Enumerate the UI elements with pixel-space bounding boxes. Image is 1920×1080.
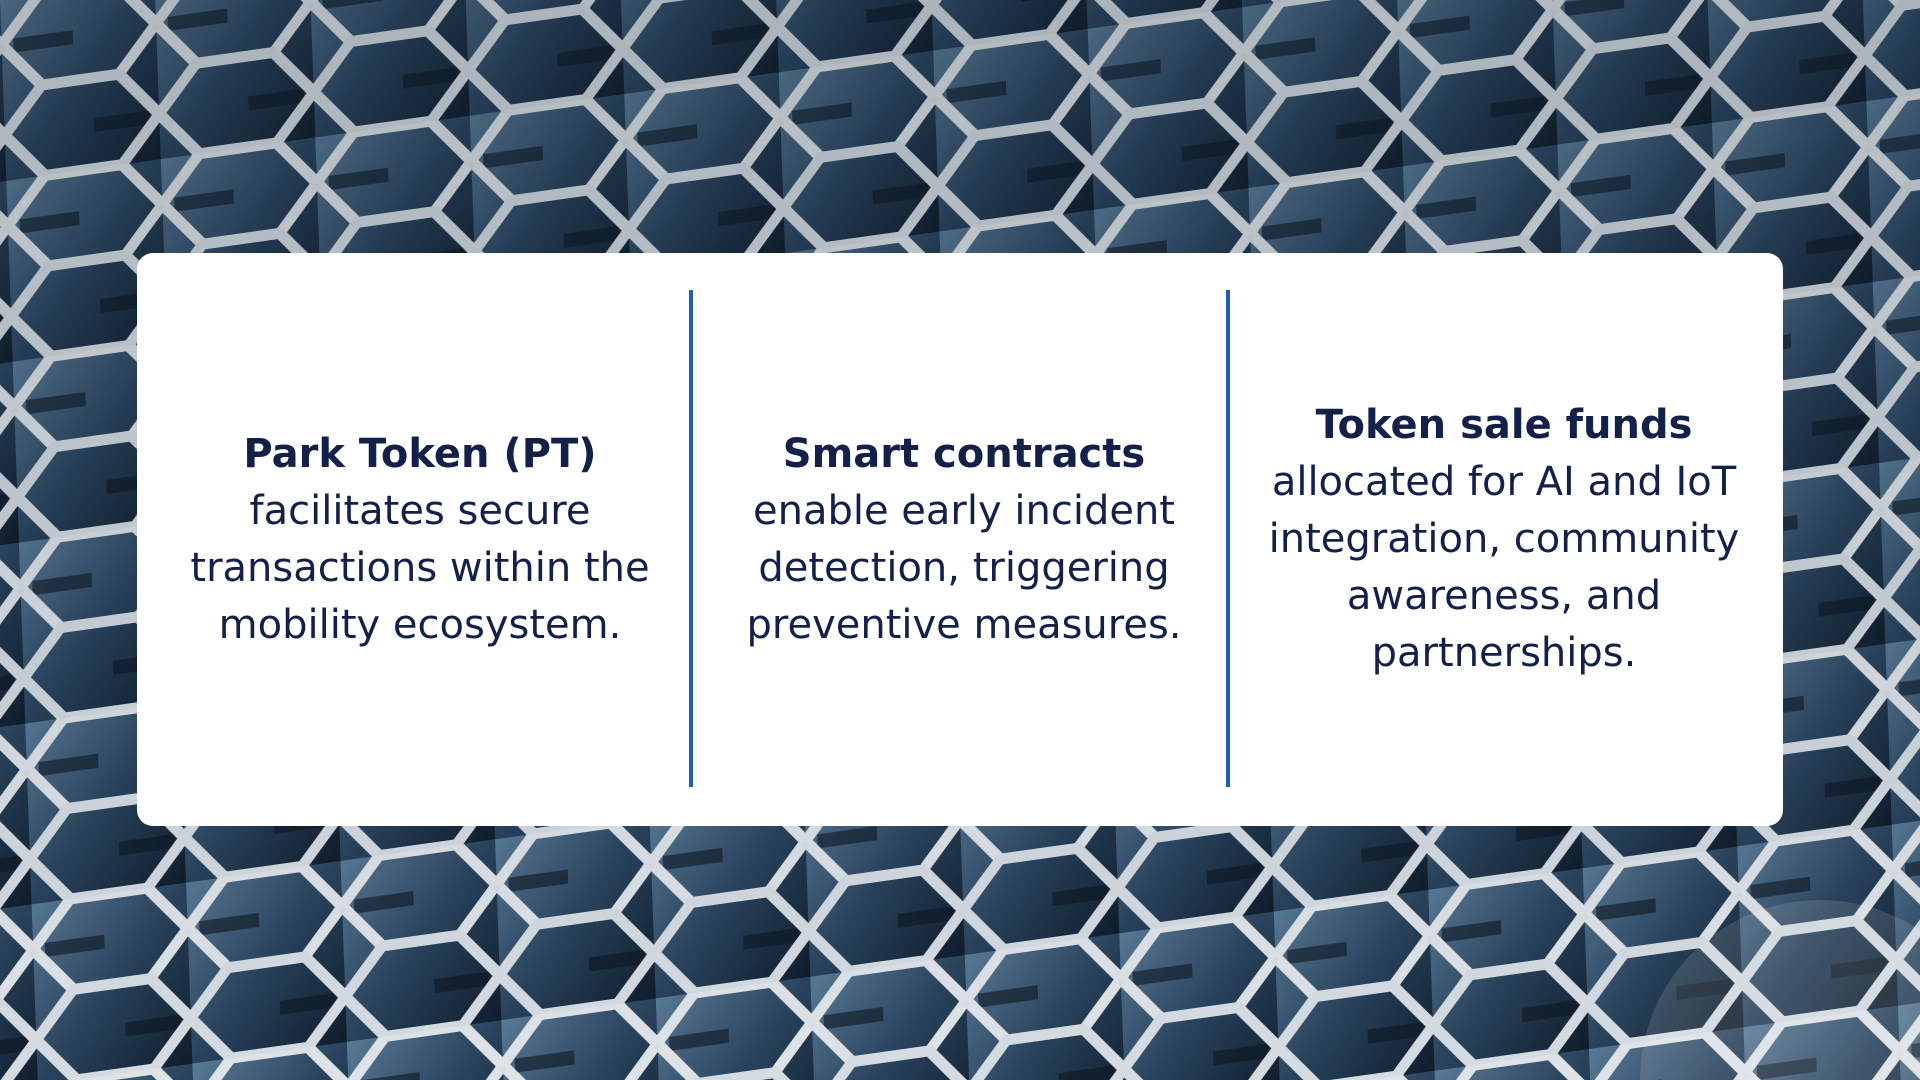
column-park-token: Park Token (PT) facilitates secure trans… [177, 253, 663, 826]
column-heading: Smart contracts [782, 430, 1146, 477]
column-body: facilitates secure transactions within t… [190, 487, 650, 648]
info-card: Park Token (PT) facilitates secure trans… [137, 253, 1783, 826]
column-smart-contracts: Smart contracts enable early incident de… [707, 253, 1221, 826]
column-divider [1226, 290, 1230, 787]
column-divider [689, 290, 693, 787]
column-token-sale-funds: Token sale funds allocated for AI and Io… [1249, 253, 1759, 826]
column-body: allocated for AI and IoT integration, co… [1268, 459, 1740, 676]
column-heading: Token sale funds [1315, 402, 1693, 448]
column-heading: Park Token (PT) [243, 430, 597, 477]
column-body: enable early incident detection, trigger… [746, 487, 1182, 648]
